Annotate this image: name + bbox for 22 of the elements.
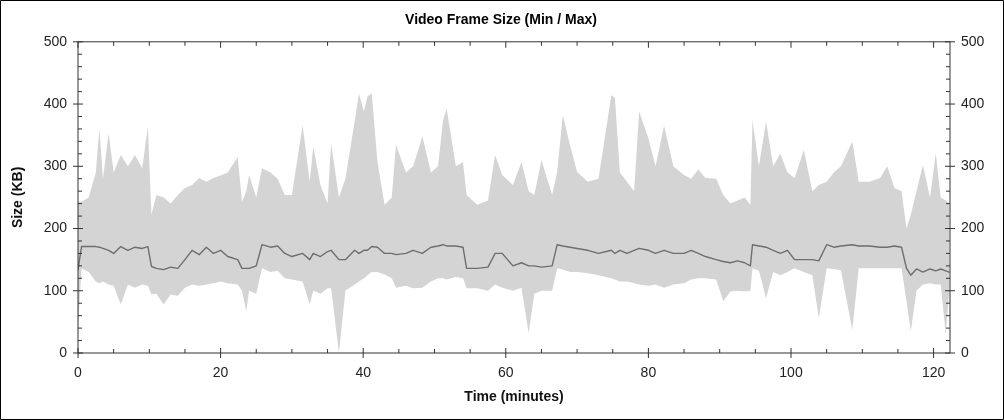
- chart-title: Video Frame Size (Min / Max): [405, 11, 597, 28]
- x-axis-title: Time (minutes): [464, 388, 564, 405]
- y2-tick-label: 300: [961, 157, 985, 174]
- x-tick-label: 20: [212, 364, 229, 381]
- y-tick-label: 500: [43, 32, 68, 49]
- x-tick-label: 120: [921, 364, 946, 381]
- y2-tick-label: 500: [961, 32, 985, 49]
- y-tick-label: 100: [43, 281, 68, 298]
- y-tick-label: 400: [43, 94, 68, 111]
- y-tick-label: 300: [43, 157, 68, 174]
- y-axis-title: Size (KB): [9, 166, 26, 229]
- y2-tick-label: 100: [961, 281, 985, 298]
- y-tick-label: 200: [43, 219, 68, 236]
- y2-tick-label: 400: [961, 94, 985, 111]
- y-tick-label: 0: [59, 343, 68, 360]
- x-tick-label: 60: [498, 364, 514, 381]
- x-tick-label: 40: [355, 364, 372, 381]
- x-tick-label: 0: [74, 364, 83, 381]
- y2-tick-label: 0: [961, 343, 969, 360]
- x-tick-label: 100: [779, 364, 803, 381]
- y2-tick-label: 200: [961, 219, 985, 236]
- x-tick-label: 80: [640, 364, 657, 381]
